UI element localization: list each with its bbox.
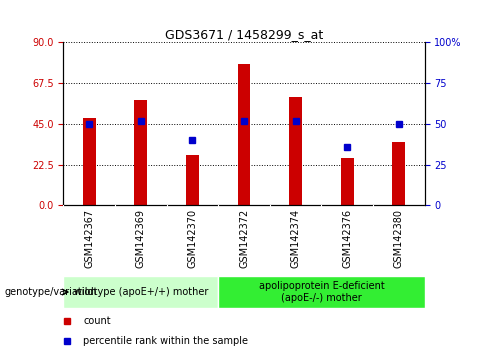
Bar	[186, 155, 199, 205]
Text: count: count	[83, 316, 111, 326]
Text: GSM142367: GSM142367	[84, 209, 94, 268]
Text: GSM142372: GSM142372	[239, 209, 249, 268]
Bar	[392, 142, 405, 205]
Text: GSM142380: GSM142380	[394, 209, 404, 268]
Bar	[218, 276, 425, 308]
Bar	[83, 119, 96, 205]
Bar	[289, 97, 302, 205]
Text: apolipoprotein E-deficient
(apoE-/-) mother: apolipoprotein E-deficient (apoE-/-) mot…	[259, 281, 384, 303]
Text: wildtype (apoE+/+) mother: wildtype (apoE+/+) mother	[74, 287, 208, 297]
Text: GSM142374: GSM142374	[290, 209, 301, 268]
Bar	[63, 276, 218, 308]
Title: GDS3671 / 1458299_s_at: GDS3671 / 1458299_s_at	[165, 28, 323, 41]
Text: GSM142369: GSM142369	[136, 209, 146, 268]
Bar	[134, 101, 147, 205]
Text: GSM142376: GSM142376	[342, 209, 352, 268]
Text: percentile rank within the sample: percentile rank within the sample	[83, 336, 248, 346]
Bar	[238, 64, 250, 205]
Text: GSM142370: GSM142370	[187, 209, 198, 268]
Text: genotype/variation: genotype/variation	[5, 287, 98, 297]
Bar	[341, 158, 354, 205]
